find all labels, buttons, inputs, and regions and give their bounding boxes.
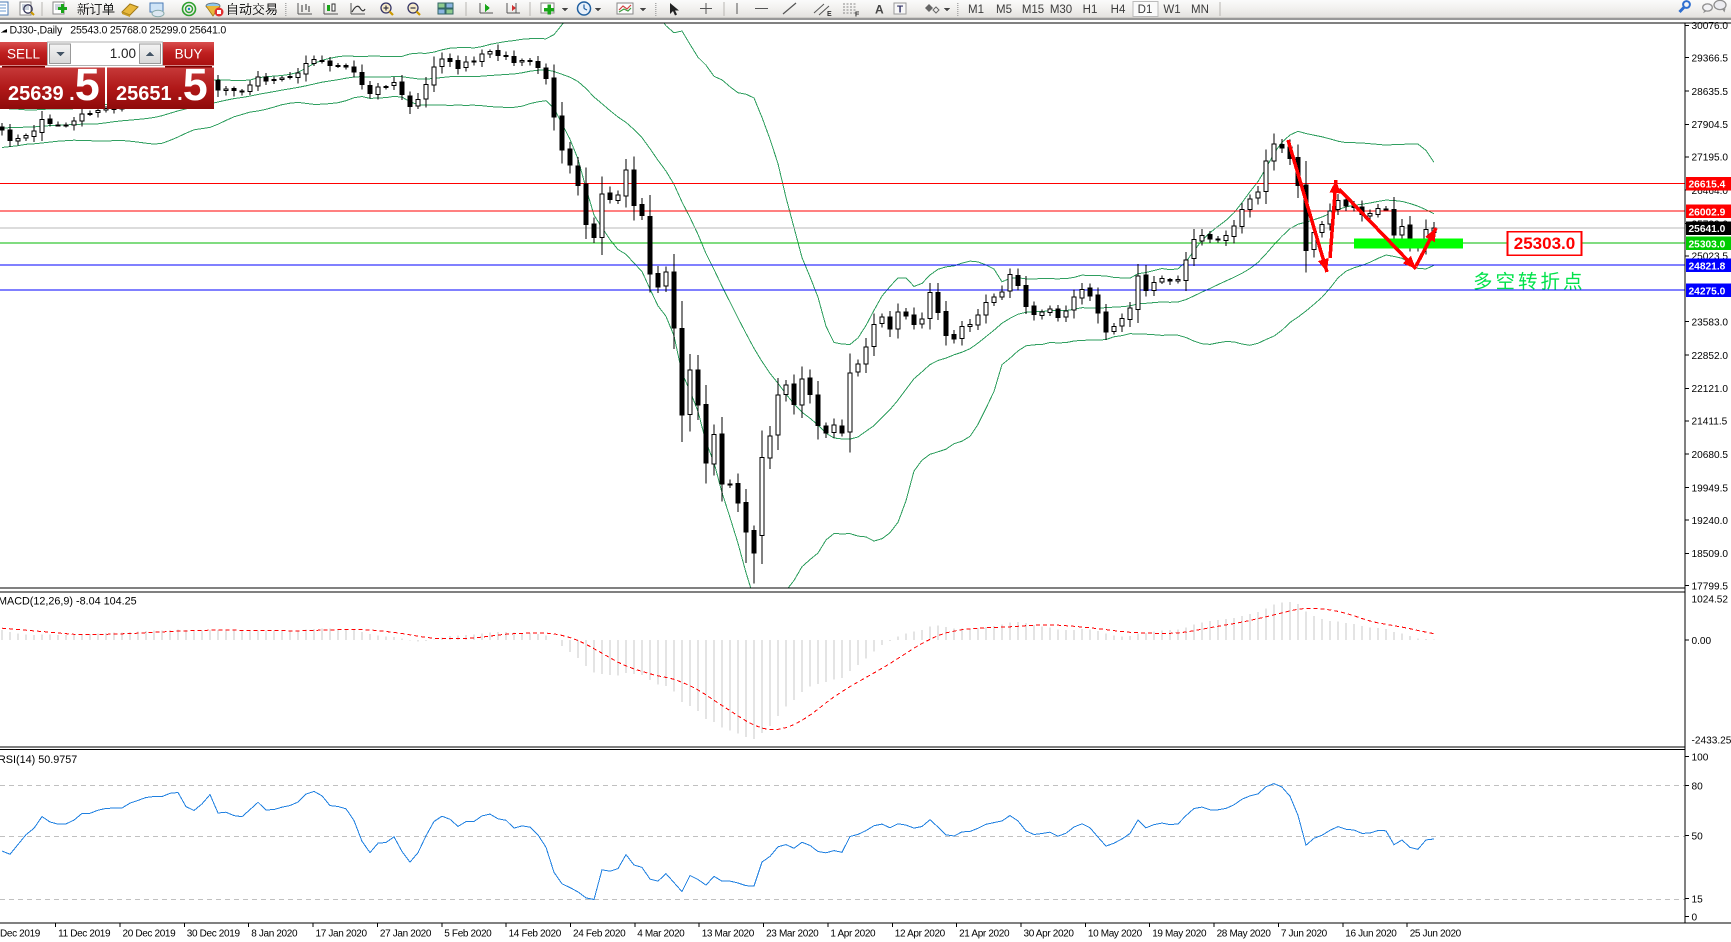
svg-text:30076.0: 30076.0 xyxy=(1692,21,1729,32)
svg-text:24821.8: 24821.8 xyxy=(1689,261,1726,272)
svg-text:7 Jun 2020: 7 Jun 2020 xyxy=(1281,929,1328,940)
svg-text:-2433.25: -2433.25 xyxy=(1692,736,1731,747)
svg-text:30 Apr 2020: 30 Apr 2020 xyxy=(1024,929,1075,940)
svg-text:11 Dec 2019: 11 Dec 2019 xyxy=(58,929,111,940)
svg-text:22852.0: 22852.0 xyxy=(1692,351,1729,362)
svg-text:26615.4: 26615.4 xyxy=(1689,180,1726,191)
svg-text:MACD(12,26,9) -8.04 104.25: MACD(12,26,9) -8.04 104.25 xyxy=(0,596,137,608)
svg-text:27904.5: 27904.5 xyxy=(1692,120,1729,131)
svg-text:1.00: 1.00 xyxy=(110,46,136,61)
svg-text:17 Jan 2020: 17 Jan 2020 xyxy=(316,929,368,940)
svg-text:27 Jan 2020: 27 Jan 2020 xyxy=(380,929,432,940)
svg-text:W1: W1 xyxy=(1163,4,1180,16)
svg-text:24 Feb 2020: 24 Feb 2020 xyxy=(573,929,626,940)
svg-text:RSI(14) 50.9757: RSI(14) 50.9757 xyxy=(0,754,77,766)
svg-text:23583.0: 23583.0 xyxy=(1692,318,1729,329)
svg-text:H1: H1 xyxy=(1083,4,1098,16)
svg-text:19949.5: 19949.5 xyxy=(1692,483,1729,494)
svg-text:28635.5: 28635.5 xyxy=(1692,87,1729,98)
svg-text:25303.0: 25303.0 xyxy=(1514,234,1575,253)
svg-text:25 Jun 2020: 25 Jun 2020 xyxy=(1410,929,1462,940)
svg-text:H4: H4 xyxy=(1111,4,1126,16)
svg-text:21411.5: 21411.5 xyxy=(1692,417,1728,428)
svg-text:30 Dec 2019: 30 Dec 2019 xyxy=(187,929,241,940)
svg-text:20680.5: 20680.5 xyxy=(1692,450,1729,461)
svg-text:21 Apr 2020: 21 Apr 2020 xyxy=(959,929,1010,940)
svg-text:28 May 2020: 28 May 2020 xyxy=(1217,929,1272,940)
svg-text:BUY: BUY xyxy=(175,47,203,62)
svg-text:16 Jun 2020: 16 Jun 2020 xyxy=(1345,929,1397,940)
svg-text:M30: M30 xyxy=(1050,4,1072,16)
svg-text:D1: D1 xyxy=(1138,4,1153,16)
svg-text:12 Apr 2020: 12 Apr 2020 xyxy=(895,929,946,940)
svg-text:20 Dec 2019: 20 Dec 2019 xyxy=(123,929,177,940)
svg-text:25303.0: 25303.0 xyxy=(1689,239,1726,250)
svg-text:25651 .5: 25651 .5 xyxy=(116,59,208,110)
svg-text:18509.0: 18509.0 xyxy=(1692,549,1729,560)
svg-text:19240.0: 19240.0 xyxy=(1692,516,1729,527)
svg-text:F: F xyxy=(855,12,860,19)
svg-text:17799.5: 17799.5 xyxy=(1692,582,1729,593)
svg-text:0.00: 0.00 xyxy=(1692,636,1712,647)
svg-text:8 Jan 2020: 8 Jan 2020 xyxy=(251,929,298,940)
svg-text:A: A xyxy=(875,3,884,17)
svg-text:13 Mar 2020: 13 Mar 2020 xyxy=(702,929,755,940)
svg-text:E: E xyxy=(827,11,832,18)
svg-text:19 May 2020: 19 May 2020 xyxy=(1152,929,1207,940)
svg-text:22121.0: 22121.0 xyxy=(1692,384,1729,395)
svg-text:25641.0: 25641.0 xyxy=(1689,224,1726,235)
svg-text:1024.52: 1024.52 xyxy=(1692,595,1729,606)
svg-text:5 Feb 2020: 5 Feb 2020 xyxy=(444,929,492,940)
svg-text:26002.9: 26002.9 xyxy=(1689,207,1726,218)
svg-text:Dec 2019: Dec 2019 xyxy=(0,929,41,940)
svg-text:25639 .5: 25639 .5 xyxy=(8,59,100,110)
svg-text:SELL: SELL xyxy=(7,47,41,62)
svg-text:15: 15 xyxy=(1692,895,1704,906)
svg-text:26464.0: 26464.0 xyxy=(1692,186,1729,197)
svg-text:14 Feb 2020: 14 Feb 2020 xyxy=(509,929,562,940)
svg-text:MN: MN xyxy=(1191,4,1209,16)
svg-text:80: 80 xyxy=(1692,782,1704,793)
svg-text:23 Mar 2020: 23 Mar 2020 xyxy=(766,929,819,940)
svg-text:DJ30-,Daily 25543.0 25768.0: DJ30-,Daily 25543.0 25768.0 25299.0 2564… xyxy=(10,25,227,37)
svg-text:25023.5: 25023.5 xyxy=(1692,252,1729,263)
svg-text:10 May 2020: 10 May 2020 xyxy=(1088,929,1143,940)
svg-text:50: 50 xyxy=(1692,832,1704,843)
svg-text:0: 0 xyxy=(1692,913,1698,924)
svg-text:T: T xyxy=(897,5,903,16)
svg-text:100: 100 xyxy=(1692,753,1709,764)
svg-text:1 Apr 2020: 1 Apr 2020 xyxy=(830,929,876,940)
svg-text:27195.0: 27195.0 xyxy=(1692,153,1729,164)
svg-text:M15: M15 xyxy=(1022,4,1044,16)
svg-text:29366.5: 29366.5 xyxy=(1692,54,1729,65)
svg-text:M5: M5 xyxy=(996,4,1012,16)
svg-text:24275.0: 24275.0 xyxy=(1689,286,1726,297)
svg-text:4 Mar 2020: 4 Mar 2020 xyxy=(637,929,685,940)
svg-text:M1: M1 xyxy=(968,4,984,16)
